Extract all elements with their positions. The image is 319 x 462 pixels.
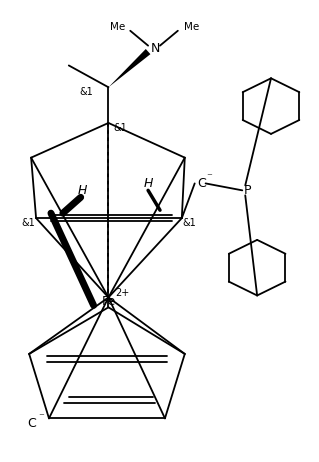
Text: &1: &1: [21, 218, 35, 228]
Text: Me: Me: [184, 22, 199, 32]
Text: P: P: [243, 184, 251, 197]
Text: &1: &1: [114, 123, 127, 133]
Text: C: C: [27, 417, 35, 430]
Text: &1: &1: [80, 87, 93, 97]
Text: ⁻: ⁻: [207, 172, 212, 182]
Text: C: C: [197, 177, 206, 190]
Text: H: H: [78, 184, 87, 197]
Text: Fe: Fe: [101, 295, 115, 308]
Text: 2+: 2+: [115, 288, 130, 298]
Polygon shape: [108, 49, 151, 87]
Text: H: H: [144, 177, 153, 190]
Text: N: N: [150, 42, 160, 55]
Text: &1: &1: [183, 218, 197, 228]
Text: ⁻: ⁻: [38, 413, 44, 422]
Text: Me: Me: [110, 22, 125, 32]
